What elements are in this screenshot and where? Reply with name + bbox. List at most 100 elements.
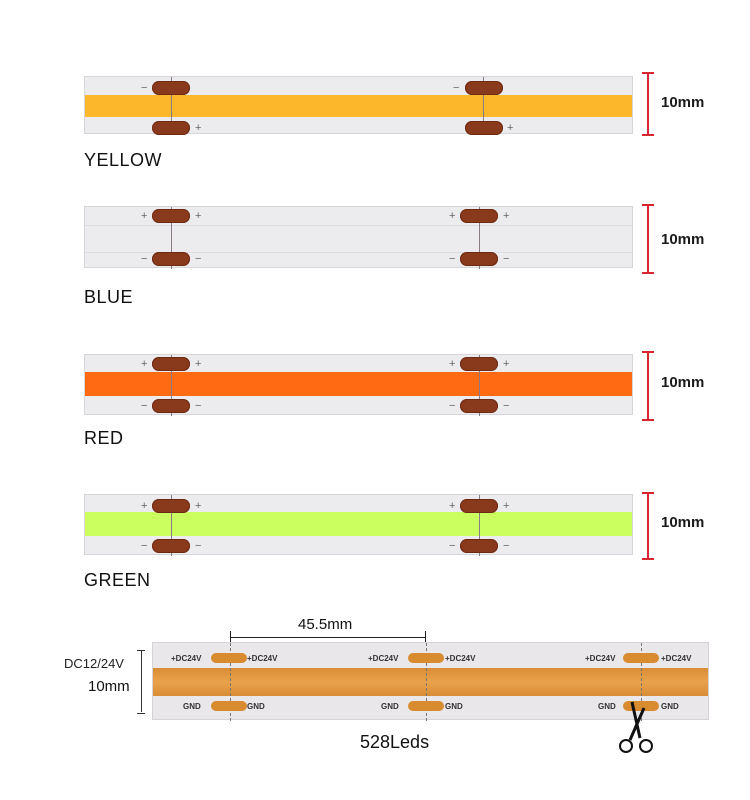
cut-line (171, 495, 172, 556)
width-label-bottom: 10mm (88, 678, 130, 695)
led-strip-blue: + + + + − − − − (84, 206, 633, 269)
solder-pad (460, 357, 498, 371)
dimension-tick (230, 631, 231, 643)
polarity-sign: − (141, 400, 148, 412)
width-bracket (642, 72, 654, 136)
polarity-sign: − (503, 400, 510, 412)
led-count-label: 528Leds (360, 732, 430, 752)
pad-label-positive: +DC24V (368, 654, 399, 663)
polarity-sign: + (195, 122, 202, 134)
solder-pad (152, 121, 190, 135)
width-bracket-bottom-line (141, 650, 142, 712)
led-band-green (85, 512, 632, 536)
polarity-sign: + (449, 500, 456, 512)
polarity-sign: + (503, 500, 510, 512)
width-bracket (642, 204, 654, 274)
polarity-sign: + (141, 500, 148, 512)
polarity-sign: + (195, 500, 202, 512)
cut-line (479, 495, 480, 556)
pad-label-positive: +DC24V (171, 654, 202, 663)
polarity-sign: + (195, 210, 202, 222)
solder-pad (408, 653, 444, 663)
pad-label-positive: +DC24V (445, 654, 476, 663)
solder-pad (211, 653, 247, 663)
polarity-sign: − (453, 82, 460, 94)
cut-line (426, 643, 427, 721)
solder-pad (623, 701, 659, 711)
solder-pad (465, 81, 503, 95)
polarity-sign: + (141, 358, 148, 370)
led-strip-red: + + + + − − − − (84, 354, 633, 416)
solder-pad (152, 499, 190, 513)
led-band-yellow (85, 95, 632, 117)
cut-line (479, 355, 480, 416)
led-band-blue (85, 225, 632, 253)
polarity-sign: + (195, 358, 202, 370)
color-label-green: GREEN (84, 570, 151, 590)
polarity-sign: + (503, 358, 510, 370)
polarity-sign: − (195, 400, 202, 412)
color-label-blue: BLUE (84, 287, 134, 307)
solder-pad (152, 81, 190, 95)
cut-line (230, 643, 231, 721)
segment-dimension-line (230, 637, 426, 638)
width-label: 10mm (661, 374, 705, 391)
solder-pad (623, 653, 659, 663)
solder-pad (152, 399, 190, 413)
solder-pad (211, 701, 247, 711)
dimension-tick (425, 631, 426, 643)
cut-line (171, 355, 172, 416)
solder-pad (460, 539, 498, 553)
width-bracket (642, 351, 654, 421)
width-label: 10mm (661, 514, 705, 531)
cut-line (641, 643, 642, 721)
color-label-yellow: YELLOW (84, 150, 163, 170)
led-band-red (85, 372, 632, 396)
polarity-sign: + (507, 122, 514, 134)
polarity-sign: − (195, 253, 202, 265)
polarity-sign: − (503, 253, 510, 265)
solder-pad (460, 399, 498, 413)
polarity-sign: − (449, 540, 456, 552)
led-strip-yellow: − − + + (84, 76, 633, 135)
polarity-sign: + (449, 358, 456, 370)
solder-pad (152, 539, 190, 553)
polarity-sign: − (449, 253, 456, 265)
pad-label-ground: GND (183, 702, 201, 711)
pad-label-positive: +DC24V (585, 654, 616, 663)
segment-length-label: 45.5mm (298, 616, 353, 633)
scissors-icon (619, 701, 653, 753)
pad-label-ground: GND (598, 702, 616, 711)
polarity-sign: + (141, 210, 148, 222)
pad-label-ground: GND (381, 702, 399, 711)
led-strip-green: + + + + − − − − (84, 494, 633, 556)
polarity-sign: + (449, 210, 456, 222)
solder-pad (465, 121, 503, 135)
cut-line (171, 77, 172, 135)
solder-pad (152, 357, 190, 371)
cut-line (483, 77, 484, 135)
polarity-sign: − (449, 400, 456, 412)
polarity-sign: − (195, 540, 202, 552)
cut-line (479, 207, 480, 269)
color-label-red: RED (84, 428, 124, 448)
solder-pad (408, 701, 444, 711)
led-band-orange (153, 668, 708, 696)
width-label: 10mm (661, 94, 705, 111)
solder-pad (460, 499, 498, 513)
pad-label-ground: GND (445, 702, 463, 711)
solder-pad (152, 209, 190, 223)
polarity-sign: − (503, 540, 510, 552)
solder-pad (460, 252, 498, 266)
polarity-sign: − (141, 253, 148, 265)
cut-line (171, 207, 172, 269)
pad-label-positive: +DC24V (247, 654, 278, 663)
pad-label-ground: GND (247, 702, 265, 711)
pad-label-positive: +DC24V (661, 654, 692, 663)
led-strip-dimension: +DC24V +DC24V +DC24V +DC24V +DC24V +DC24… (152, 642, 709, 721)
solder-pad (460, 209, 498, 223)
width-bracket (642, 492, 654, 560)
polarity-sign: − (141, 540, 148, 552)
solder-pad (152, 252, 190, 266)
width-label: 10mm (661, 231, 705, 248)
